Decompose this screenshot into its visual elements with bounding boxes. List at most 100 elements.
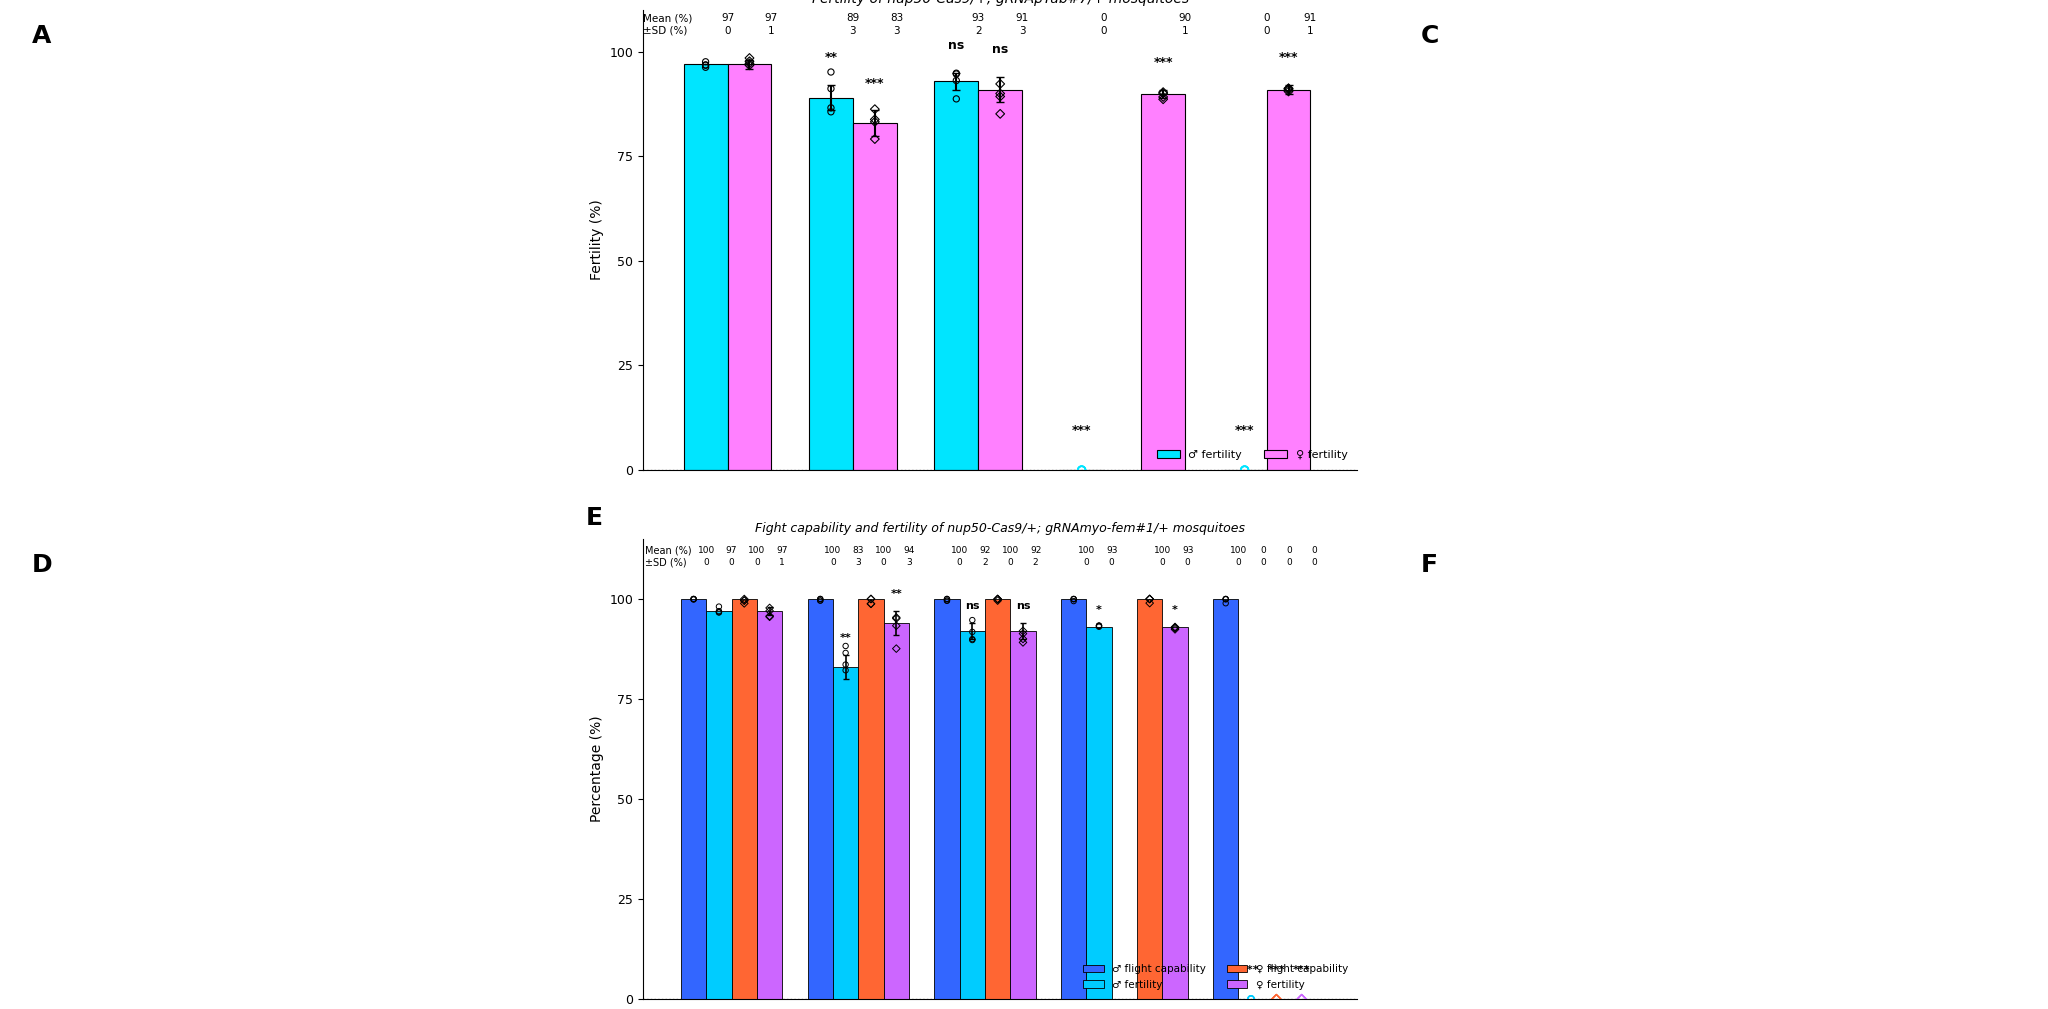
Text: 100: 100 — [748, 547, 766, 556]
Text: 0: 0 — [725, 26, 731, 36]
Text: ***: *** — [1243, 965, 1260, 975]
Text: 93: 93 — [971, 13, 985, 23]
Point — [1057, 591, 1090, 607]
Point — [727, 591, 760, 607]
Point — [956, 632, 989, 648]
Point — [1159, 621, 1192, 637]
Bar — [934, 599, 961, 999]
Bar — [1266, 90, 1311, 470]
Text: 97: 97 — [721, 13, 733, 23]
Bar — [807, 599, 834, 999]
Bar — [727, 65, 772, 470]
Point — [1065, 462, 1098, 478]
Legend: ♂ flight capability, ♂ fertility, ♀ flight capability, ♀ fertility: ♂ flight capability, ♂ fertility, ♀ flig… — [1079, 961, 1352, 994]
Bar — [684, 65, 727, 470]
Text: 0: 0 — [1264, 13, 1270, 23]
Point — [815, 81, 848, 97]
Text: 0: 0 — [1108, 559, 1114, 567]
Text: 93: 93 — [1182, 547, 1194, 556]
Point — [956, 639, 989, 655]
Point — [981, 591, 1014, 607]
Point — [1083, 621, 1116, 637]
Text: 3: 3 — [893, 26, 899, 36]
Point — [1057, 592, 1090, 608]
Point — [805, 591, 838, 607]
Bar — [707, 611, 731, 999]
Point — [1133, 591, 1165, 607]
Text: 97: 97 — [725, 547, 737, 556]
Point — [1272, 83, 1305, 99]
Text: 0: 0 — [1264, 26, 1270, 36]
Point — [1208, 591, 1241, 607]
Point — [983, 101, 1016, 117]
Bar — [731, 599, 758, 999]
Point — [981, 591, 1014, 607]
Text: ***: *** — [1292, 965, 1311, 975]
Bar — [934, 81, 979, 470]
Point — [940, 85, 973, 101]
Point — [858, 109, 891, 125]
Text: 1: 1 — [1182, 26, 1188, 36]
Point — [829, 688, 862, 704]
Point — [754, 591, 786, 607]
Text: 3: 3 — [1018, 26, 1026, 36]
Point — [940, 68, 973, 84]
Bar — [1141, 94, 1186, 470]
Text: 83: 83 — [891, 13, 903, 23]
Point — [1133, 591, 1165, 607]
Point — [690, 58, 723, 74]
Point — [678, 591, 711, 607]
Text: **: ** — [840, 633, 852, 643]
Point — [1147, 80, 1180, 96]
Text: ***: *** — [1235, 424, 1253, 437]
Point — [854, 594, 887, 610]
Point — [858, 110, 891, 126]
Text: 100: 100 — [1153, 547, 1171, 556]
Point — [754, 597, 786, 613]
Text: 0: 0 — [1100, 13, 1106, 23]
Text: 0: 0 — [956, 559, 963, 567]
Text: 100: 100 — [1077, 547, 1096, 556]
Bar — [758, 611, 782, 999]
Point — [940, 84, 973, 100]
Point — [881, 603, 913, 620]
Text: 93: 93 — [1106, 547, 1118, 556]
Point — [1159, 623, 1192, 639]
Point — [1147, 84, 1180, 100]
Point — [690, 59, 723, 75]
Text: E: E — [586, 506, 602, 530]
Bar — [834, 667, 858, 999]
Text: 92: 92 — [979, 547, 991, 556]
Point — [1065, 462, 1098, 478]
Point — [956, 624, 989, 640]
Text: 1: 1 — [1307, 26, 1313, 36]
Point — [881, 618, 913, 634]
Text: *: * — [1096, 605, 1102, 614]
Point — [1229, 462, 1262, 478]
Point — [829, 667, 862, 683]
Point — [727, 591, 760, 607]
Point — [1057, 591, 1090, 607]
Text: ***: *** — [1278, 51, 1298, 65]
Text: 0: 0 — [1311, 547, 1317, 556]
Point — [754, 606, 786, 623]
Text: A: A — [33, 24, 51, 47]
Point — [678, 591, 711, 607]
Text: C: C — [1421, 24, 1440, 47]
Text: ±SD (%): ±SD (%) — [643, 26, 688, 36]
Point — [983, 83, 1016, 99]
Point — [1147, 83, 1180, 99]
Point — [829, 671, 862, 687]
Text: 97: 97 — [776, 547, 788, 556]
Point — [1260, 991, 1292, 1007]
Text: 0: 0 — [1262, 547, 1266, 556]
Point — [702, 604, 735, 621]
Point — [727, 591, 760, 607]
Point — [1286, 991, 1319, 1007]
Point — [930, 591, 963, 607]
Text: 94: 94 — [903, 547, 915, 556]
Bar — [1085, 627, 1112, 999]
Text: ns: ns — [991, 43, 1008, 57]
Point — [881, 610, 913, 627]
Point — [1083, 621, 1116, 637]
